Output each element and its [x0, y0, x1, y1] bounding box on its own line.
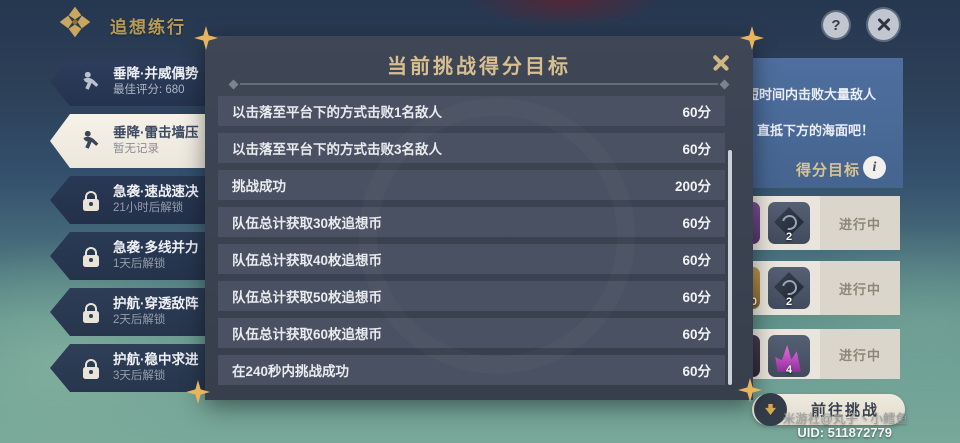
goal-status: 进行中: [820, 261, 900, 315]
sidebar-item-huhang-wenzhong[interactable]: 护航·稳中求进 3天后解锁: [50, 344, 208, 392]
goal-row: 队伍总计获取60枚追想币 60分: [218, 318, 725, 348]
lock-icon: [76, 185, 106, 215]
info-icon[interactable]: i: [863, 156, 886, 179]
challenge-description: 短时间内击败大量敌人: [746, 87, 877, 102]
challenge-subtitle: 最佳评分: 680: [113, 84, 185, 97]
divider: [227, 79, 731, 89]
challenge-subtitle: 3天后解锁: [113, 370, 166, 383]
top-bar: 追想练行 ?: [0, 0, 960, 50]
challenge-list: 垂降·并威偶势 最佳评分: 680 垂降·雷击墙压 暂无记录 急袭·速战速决 2…: [50, 58, 208, 392]
page-title: 追想练行: [110, 18, 186, 37]
goal-label: 队伍总计获取30枚追想币: [232, 216, 383, 231]
challenge-subtitle: 2天后解锁: [113, 314, 166, 327]
goal-score: 60分: [682, 290, 711, 305]
help-icon: ?: [831, 16, 841, 34]
close-icon: [876, 17, 892, 33]
score-goals-modal: 当前挑战得分目标 以击落至平台下的方式击败1名敌人 60分 以击落至平台下的方式…: [205, 36, 753, 400]
watermark-credit: 米游社@丸子丶小鳕鱼: [782, 411, 908, 426]
challenge-title: 急袭·多线并力: [113, 240, 199, 256]
goal-label: 挑战成功: [232, 179, 286, 194]
diver-icon: [76, 67, 106, 97]
crystal-reward-icon: 4: [768, 335, 810, 377]
diver-icon: [76, 126, 106, 156]
challenge-title: 垂降·并威偶势: [113, 66, 199, 82]
goal-score: 60分: [682, 142, 711, 157]
goal-row: 队伍总计获取50枚追想币 60分: [218, 281, 725, 311]
goal-label: 队伍总计获取40枚追想币: [232, 253, 383, 268]
goal-label: 以击落至平台下的方式击败1名敌人: [232, 105, 443, 120]
reward-count: 2: [785, 296, 793, 308]
modal-title: 当前挑战得分目标: [387, 56, 571, 78]
goal-score: 60分: [682, 216, 711, 231]
lock-icon: [76, 297, 106, 327]
goal-score: 60分: [682, 327, 711, 342]
goal-label: 以击落至平台下的方式击败3名敌人: [232, 142, 443, 157]
reward-count: 2: [785, 231, 793, 243]
challenge-subtitle: 21小时后解锁: [113, 202, 184, 215]
dive-anchor-icon: [754, 393, 787, 426]
watermark: 米游社@丸子丶小鳕鱼 UID: 511872779: [783, 412, 908, 441]
sidebar-item-jixi-suzhan[interactable]: 急袭·速战速决 21小时后解锁: [50, 176, 208, 224]
score-goal-header: 得分目标: [796, 162, 861, 179]
challenge-subtitle: 暂无记录: [113, 143, 159, 156]
insignia-reward-icon: 2: [768, 202, 810, 244]
goal-label: 队伍总计获取60枚追想币: [232, 327, 383, 342]
goal-list: 以击落至平台下的方式击败1名敌人 60分 以击落至平台下的方式击败3名敌人 60…: [218, 96, 725, 385]
reward-count: 4: [785, 364, 793, 376]
sidebar-item-chuijiang-bingwei[interactable]: 垂降·并威偶势 最佳评分: 680: [50, 58, 208, 106]
sidebar-item-huhang-chuantou[interactable]: 护航·穿透敌阵 2天后解锁: [50, 288, 208, 336]
goal-status: 进行中: [820, 196, 900, 250]
modal-close-icon[interactable]: [711, 52, 731, 72]
screen-close-button[interactable]: [868, 9, 899, 40]
reward-count: 0: [750, 296, 757, 308]
challenge-subtitle: 1天后解锁: [113, 258, 166, 271]
goal-score: 60分: [682, 364, 711, 379]
goal-score: 60分: [682, 105, 711, 120]
goal-row: 以击落至平台下的方式击败1名敌人 60分: [218, 96, 725, 126]
help-button[interactable]: ?: [823, 12, 849, 38]
goal-score: 200分: [674, 179, 711, 194]
goal-status: 进行中: [820, 329, 900, 379]
lock-icon: [76, 353, 106, 383]
goal-row: 在240秒内挑战成功 60分: [218, 355, 725, 385]
challenge-title: 护航·穿透敌阵: [113, 296, 199, 312]
goal-row: 挑战成功 200分: [218, 170, 725, 200]
goal-row: 队伍总计获取30枚追想币 60分: [218, 207, 725, 237]
modal-scrollbar[interactable]: [728, 150, 732, 385]
goal-row: 以击落至平台下的方式击败3名敌人 60分: [218, 133, 725, 163]
lock-icon: [76, 241, 106, 271]
goal-label: 在240秒内挑战成功: [232, 364, 350, 379]
watermark-uid: UID: 511872779: [797, 425, 892, 441]
sidebar-item-jixi-duoxian[interactable]: 急袭·多线并力 1天后解锁: [50, 232, 208, 280]
challenge-title: 垂降·雷击墙压: [113, 125, 199, 141]
goal-row: 队伍总计获取40枚追想币 60分: [218, 244, 725, 274]
challenge-description: 直抵下方的海面吧！: [757, 123, 875, 138]
sidebar-item-chuijiang-leiji[interactable]: 垂降·雷击墙压 暂无记录: [50, 114, 208, 168]
insignia-reward-icon: 2: [768, 267, 810, 309]
event-emblem-icon: [59, 6, 91, 38]
challenge-title: 护航·稳中求进: [113, 352, 199, 368]
goal-score: 60分: [682, 253, 711, 268]
goal-label: 队伍总计获取50枚追想币: [232, 290, 383, 305]
challenge-title: 急袭·速战速决: [113, 184, 199, 200]
go-to-challenge-button[interactable]: 前往挑战: [752, 393, 905, 426]
